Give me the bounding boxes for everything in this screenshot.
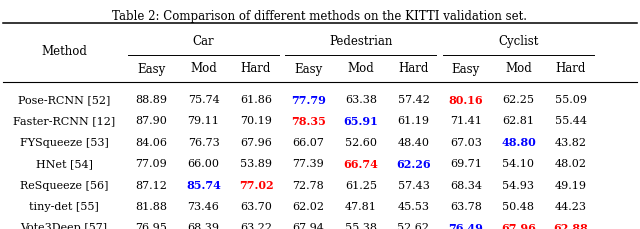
- Text: 77.02: 77.02: [239, 179, 273, 190]
- Text: Mod: Mod: [190, 62, 217, 75]
- Text: 77.09: 77.09: [135, 158, 167, 169]
- Text: Easy: Easy: [294, 62, 323, 75]
- Text: 55.38: 55.38: [345, 222, 377, 229]
- Text: Car: Car: [193, 35, 214, 48]
- Text: 68.39: 68.39: [188, 222, 220, 229]
- Text: 45.53: 45.53: [397, 201, 429, 211]
- Text: Easy: Easy: [137, 62, 165, 75]
- Text: Hard: Hard: [241, 62, 271, 75]
- Text: 53.89: 53.89: [240, 158, 272, 169]
- Text: 65.91: 65.91: [344, 115, 378, 126]
- Text: 63.22: 63.22: [240, 222, 272, 229]
- Text: 61.86: 61.86: [240, 95, 272, 105]
- Text: 87.90: 87.90: [135, 116, 167, 126]
- Text: 76.73: 76.73: [188, 137, 220, 147]
- Text: 63.78: 63.78: [450, 201, 482, 211]
- Text: 67.03: 67.03: [450, 137, 482, 147]
- Text: ReSqueeze [56]: ReSqueeze [56]: [20, 180, 108, 190]
- Text: 67.96: 67.96: [240, 137, 272, 147]
- Text: Pedestrian: Pedestrian: [329, 35, 393, 48]
- Text: 61.19: 61.19: [397, 116, 429, 126]
- Text: tiny-det [55]: tiny-det [55]: [29, 201, 99, 211]
- Text: 49.19: 49.19: [555, 180, 587, 190]
- Text: 77.39: 77.39: [292, 158, 324, 169]
- Text: 61.25: 61.25: [345, 180, 377, 190]
- Text: 62.88: 62.88: [554, 222, 588, 229]
- Text: 76.95: 76.95: [135, 222, 167, 229]
- Text: 67.94: 67.94: [292, 222, 324, 229]
- Text: 66.74: 66.74: [344, 158, 378, 169]
- Text: 50.48: 50.48: [502, 201, 534, 211]
- Text: 77.79: 77.79: [291, 94, 326, 105]
- Text: 62.25: 62.25: [502, 95, 534, 105]
- Text: 63.70: 63.70: [240, 201, 272, 211]
- Text: 88.89: 88.89: [135, 95, 167, 105]
- Text: Mod: Mod: [348, 62, 374, 75]
- Text: 84.06: 84.06: [135, 137, 167, 147]
- Text: 62.26: 62.26: [396, 158, 431, 169]
- Text: 68.34: 68.34: [450, 180, 482, 190]
- Text: 66.07: 66.07: [292, 137, 324, 147]
- Text: 47.81: 47.81: [345, 201, 377, 211]
- Text: 73.46: 73.46: [188, 201, 220, 211]
- Text: 72.78: 72.78: [292, 180, 324, 190]
- Text: FYSqueeze [53]: FYSqueeze [53]: [20, 137, 108, 147]
- Text: 52.62: 52.62: [397, 222, 429, 229]
- Text: 43.82: 43.82: [555, 137, 587, 147]
- Text: 48.40: 48.40: [397, 137, 429, 147]
- Text: 67.96: 67.96: [501, 222, 536, 229]
- Text: 79.11: 79.11: [188, 116, 220, 126]
- Text: 62.81: 62.81: [502, 116, 534, 126]
- Text: Mod: Mod: [505, 62, 532, 75]
- Text: 63.38: 63.38: [345, 95, 377, 105]
- Text: Hard: Hard: [398, 62, 429, 75]
- Text: 81.88: 81.88: [135, 201, 167, 211]
- Text: Method: Method: [41, 44, 87, 57]
- Text: 52.60: 52.60: [345, 137, 377, 147]
- Text: 57.42: 57.42: [397, 95, 429, 105]
- Text: 44.23: 44.23: [555, 201, 587, 211]
- Text: 48.80: 48.80: [501, 137, 536, 148]
- Text: 80.16: 80.16: [449, 94, 483, 105]
- Text: Easy: Easy: [452, 62, 480, 75]
- Text: 54.93: 54.93: [502, 180, 534, 190]
- Text: Faster-RCNN [12]: Faster-RCNN [12]: [13, 116, 115, 126]
- Text: 69.71: 69.71: [450, 158, 482, 169]
- Text: HNet [54]: HNet [54]: [35, 158, 93, 169]
- Text: 87.12: 87.12: [135, 180, 167, 190]
- Text: 78.35: 78.35: [291, 115, 326, 126]
- Text: Pose-RCNN [52]: Pose-RCNN [52]: [18, 95, 110, 105]
- Text: 75.74: 75.74: [188, 95, 220, 105]
- Text: Cyclist: Cyclist: [498, 35, 539, 48]
- Text: 62.02: 62.02: [292, 201, 324, 211]
- Text: Vote3Deep [57]: Vote3Deep [57]: [20, 222, 108, 229]
- Text: 85.74: 85.74: [186, 179, 221, 190]
- Text: 48.02: 48.02: [555, 158, 587, 169]
- Text: 70.19: 70.19: [240, 116, 272, 126]
- Text: 66.00: 66.00: [188, 158, 220, 169]
- Text: 54.10: 54.10: [502, 158, 534, 169]
- Text: 57.43: 57.43: [397, 180, 429, 190]
- Text: 55.09: 55.09: [555, 95, 587, 105]
- Text: Table 2: Comparison of different methods on the KITTI validation set.: Table 2: Comparison of different methods…: [113, 10, 527, 23]
- Text: 55.44: 55.44: [555, 116, 587, 126]
- Text: 76.49: 76.49: [449, 222, 483, 229]
- Text: Hard: Hard: [556, 62, 586, 75]
- Text: 71.41: 71.41: [450, 116, 482, 126]
